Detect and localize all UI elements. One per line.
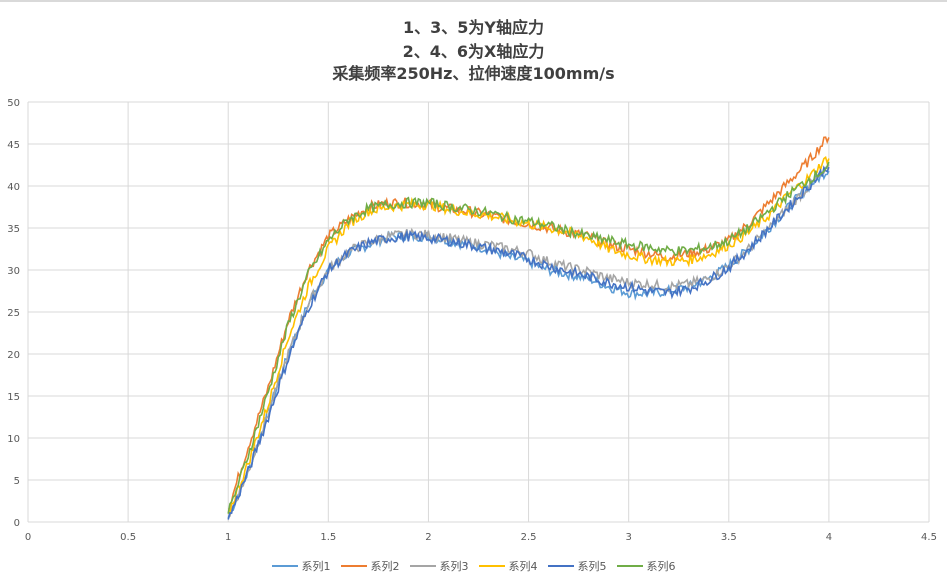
x-tick-label: 4.5 xyxy=(921,532,937,543)
y-tick-label: 15 xyxy=(7,392,20,403)
x-tick-label: 4 xyxy=(826,532,832,543)
chart-title-line-2: 2、4、6为X轴应力 xyxy=(402,42,545,61)
y-tick-label: 5 xyxy=(14,476,20,487)
legend-label: 系列5 xyxy=(577,560,607,573)
y-tick-label: 20 xyxy=(7,350,20,361)
legend-item-3: 系列3 xyxy=(409,558,469,574)
y-tick-label: 0 xyxy=(14,518,20,529)
x-tick-label: 0.5 xyxy=(120,532,136,543)
chart-title-line-3: 采集频率250Hz、拉伸速度100mm/s xyxy=(332,64,615,83)
y-tick-label: 10 xyxy=(7,434,20,445)
chart-title-line-1: 1、3、5为Y轴应力 xyxy=(403,18,544,37)
legend-swatch xyxy=(409,565,436,567)
legend-item-4: 系列4 xyxy=(478,558,538,574)
x-tick-label: 2 xyxy=(425,532,431,543)
x-tick-label: 2.5 xyxy=(521,532,537,543)
legend-label: 系列3 xyxy=(439,560,469,573)
x-tick-label: 1.5 xyxy=(320,532,336,543)
legend-swatch xyxy=(616,565,643,567)
x-tick-label: 3 xyxy=(625,532,631,543)
legend-swatch xyxy=(478,565,505,567)
y-tick-label: 50 xyxy=(7,98,20,109)
legend-label: 系列4 xyxy=(508,560,538,573)
y-tick-label: 30 xyxy=(7,266,20,277)
legend-item-1: 系列1 xyxy=(271,558,331,574)
y-tick-label: 35 xyxy=(7,224,20,235)
legend-item-2: 系列2 xyxy=(340,558,400,574)
series-line-5 xyxy=(227,165,830,520)
y-tick-label: 45 xyxy=(7,140,20,151)
legend-swatch xyxy=(340,565,367,567)
legend: 系列1 系列2 系列3 系列4 系列5 系列6 xyxy=(0,558,947,574)
series-line-6 xyxy=(227,161,830,514)
x-tick-label: 1 xyxy=(225,532,231,543)
legend-item-5: 系列5 xyxy=(547,558,607,574)
legend-swatch xyxy=(271,565,298,567)
legend-label: 系列6 xyxy=(646,560,676,573)
x-tick-label: 3.5 xyxy=(721,532,737,543)
legend-swatch xyxy=(547,565,574,567)
legend-label: 系列1 xyxy=(301,560,331,573)
y-tick-label: 40 xyxy=(7,182,20,193)
y-tick-label: 25 xyxy=(7,308,20,319)
legend-item-6: 系列6 xyxy=(616,558,676,574)
x-tick-label: 0 xyxy=(25,532,31,543)
legend-label: 系列2 xyxy=(370,560,400,573)
